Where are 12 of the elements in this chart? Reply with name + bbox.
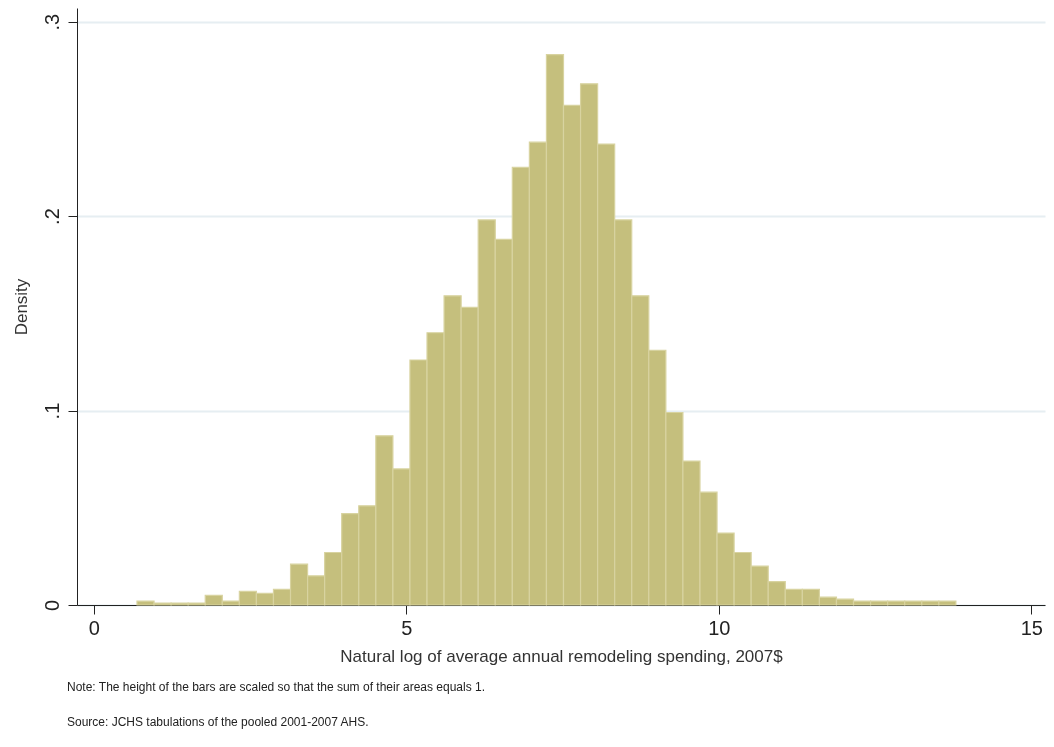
y-tick-label: .2: [40, 208, 63, 225]
y-tick-label: 0: [40, 599, 63, 612]
y-tick-label: .3: [40, 13, 63, 31]
x-axis-title: Natural log of average annual remodeling spending, 2007$: [340, 646, 784, 666]
x-tick-label: 5: [401, 616, 413, 639]
x-tick-label: 10: [708, 616, 731, 639]
x-tick-label: 0: [88, 616, 100, 639]
y-tick-label: .1: [40, 402, 63, 420]
source-note: Source: JCHS tabulations of the pooled 2001-2007 AHS.: [67, 715, 369, 729]
y-axis-title: Density: [11, 278, 31, 336]
text: Note: The height of the bars are scaled so that the sum of their areas equals 1.: [67, 680, 486, 694]
x-tick-label: 15: [1020, 616, 1043, 639]
